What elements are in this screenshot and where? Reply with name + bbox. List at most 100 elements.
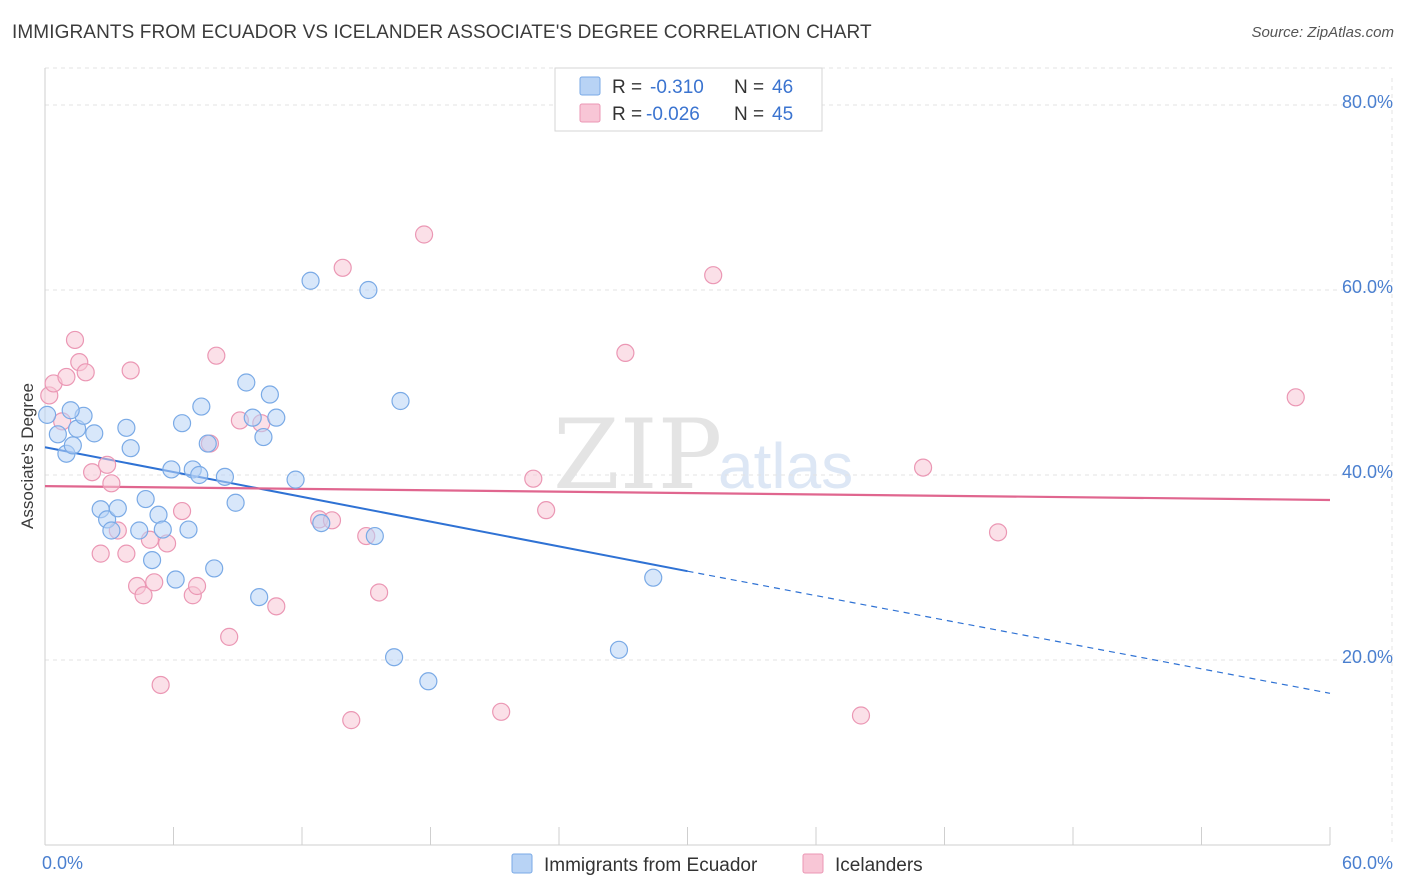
point-ecuador [121,439,140,458]
point-icelanders [414,225,434,244]
point-ecuador [38,405,57,424]
point-ecuador [384,648,404,667]
point-ecuador [85,424,104,443]
point-ecuador [250,587,269,607]
legend-n-label-2: N = [734,104,764,125]
point-ecuador [419,672,438,691]
data-points [38,225,1305,730]
x-tick-label-min: 0.0% [42,853,83,873]
point-icelanders [616,343,635,362]
y-axis-label: Associate's Degree [18,383,37,529]
point-ecuador [198,434,217,453]
legend-r-label-2: R = [612,104,642,125]
point-ecuador [162,460,181,479]
point-ecuador [365,526,384,546]
point-icelanders [370,583,389,602]
point-ecuador [63,436,82,455]
point-icelanders [220,627,239,646]
point-ecuador [130,521,149,540]
point-icelanders [65,330,85,350]
y-tick-label: 60.0% [1342,277,1393,297]
point-icelanders [98,455,117,474]
legend-n-label-1: N = [734,77,764,98]
point-ecuador [136,489,155,509]
point-ecuador [172,414,192,433]
y-tick-label: 80.0% [1342,92,1393,112]
point-icelanders [117,544,136,563]
point-ecuador [190,465,209,485]
point-icelanders [537,501,556,520]
legend-swatch-pink [579,103,601,123]
legend-r-label-1: R = [612,77,642,98]
point-ecuador [102,521,121,540]
legend-r-value-1: -0.310 [650,77,704,98]
point-icelanders [91,544,110,563]
point-ecuador [48,425,67,444]
series-legend-swatch-ecuador [511,853,533,874]
point-ecuador [153,520,172,539]
point-ecuador [179,520,198,539]
series-legend-swatch-icelanders [802,853,824,874]
point-ecuador [226,493,245,512]
x-tick-label-max: 60.0% [1342,853,1393,873]
y-tick-label: 40.0% [1342,462,1393,482]
point-ecuador [644,568,663,587]
point-icelanders [267,597,286,616]
legend-swatch-blue [579,76,601,96]
point-icelanders [524,469,543,488]
point-icelanders [134,586,153,605]
trend-line-ecuador-extension [687,570,1331,694]
source-label: Source: ZipAtlas.com [1251,24,1394,41]
point-ecuador [243,408,262,427]
point-icelanders [187,576,207,596]
point-ecuador [312,513,331,533]
point-ecuador [609,640,629,659]
point-ecuador [61,401,80,420]
legend-n-value-1: 46 [772,77,793,98]
trend-line-icelanders [44,485,1331,502]
point-icelanders [151,675,170,695]
legend-n-value-2: 45 [772,104,793,125]
chart-title: IMMIGRANTS FROM ECUADOR VS ICELANDER ASS… [12,22,872,43]
point-ecuador [301,271,320,290]
series-legend-icelanders: Icelanders [835,855,923,876]
trend-line-ecuador [44,446,688,573]
point-ecuador [359,280,378,300]
point-ecuador [260,385,279,404]
legend-r-value-2: -0.026 [646,104,700,125]
tick-labels: 20.0% 40.0% 60.0% 80.0% 0.0% 60.0% [42,92,1393,873]
point-icelanders [851,706,871,725]
point-ecuador [286,470,305,489]
point-ecuador [166,570,185,589]
series-legend: Immigrants from Ecuador Icelanders [511,853,923,876]
point-icelanders [492,702,511,721]
point-ecuador [215,467,234,486]
watermark-atlas: atlas [718,430,853,502]
point-ecuador [237,373,256,392]
point-ecuador [267,408,286,427]
axes [44,68,1331,846]
point-icelanders [102,474,121,493]
point-ecuador [192,397,211,416]
point-icelanders [172,501,192,521]
point-icelanders [76,363,95,382]
point-icelanders [913,458,933,477]
point-icelanders [1286,388,1305,407]
point-icelanders [57,367,76,387]
point-ecuador [108,499,127,518]
correlation-legend: R = -0.310 N = 46 R = -0.026 N = 45 [554,67,823,132]
point-icelanders [988,523,1008,542]
point-icelanders [207,346,226,365]
point-ecuador [254,427,273,447]
trend-lines [44,446,1331,694]
point-icelanders [145,573,164,592]
point-ecuador [117,418,136,437]
series-legend-ecuador: Immigrants from Ecuador [544,855,758,876]
point-icelanders [704,266,723,285]
point-icelanders [342,711,361,730]
point-icelanders [333,258,352,277]
point-ecuador [391,391,410,411]
y-tick-label: 20.0% [1342,647,1393,667]
point-icelanders [83,463,102,482]
